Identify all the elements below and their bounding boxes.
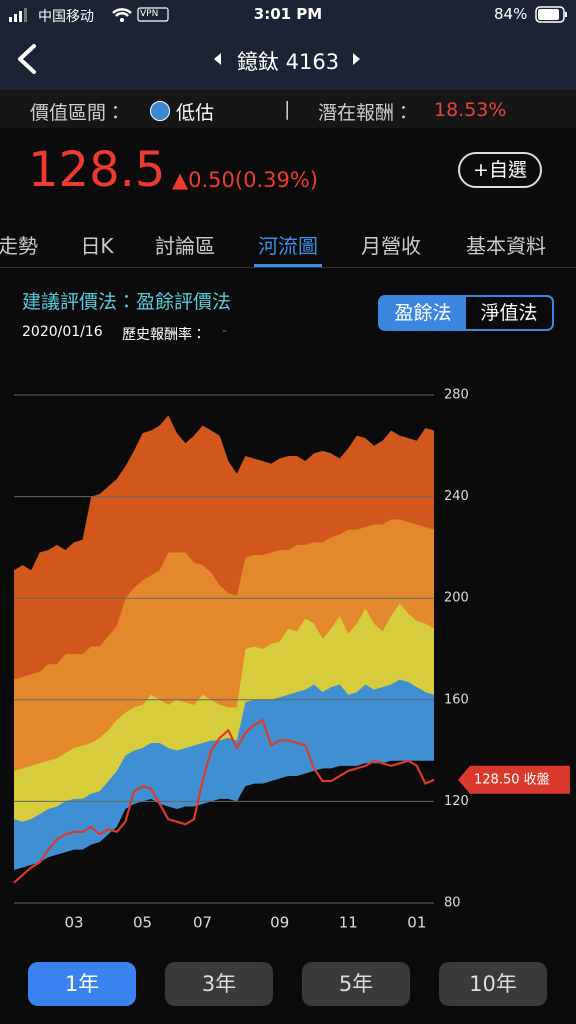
watch-button[interactable]: +自選 [458, 152, 542, 188]
method-title: 建議評價法：盈餘評價法 [22, 291, 232, 313]
toggle-option[interactable]: 盈餘法 [380, 297, 466, 329]
price-line [13, 719, 435, 884]
y-tick-label: 80 [444, 896, 461, 911]
prev[interactable] [214, 53, 221, 65]
y-tick-label: 200 [444, 591, 469, 606]
nav-icons [18, 44, 360, 74]
tab[interactable]: 走勢 [0, 234, 38, 258]
tab[interactable]: 月營收 [361, 234, 421, 258]
separator: | [284, 98, 291, 120]
x-tick-label: 03 [64, 914, 83, 932]
battery: 84% [494, 5, 528, 23]
toggle-option[interactable]: 淨值法 [480, 302, 538, 324]
period-button[interactable]: 3年 [165, 962, 273, 1006]
river-band [14, 760, 434, 903]
status-icons [9, 6, 567, 23]
x-tick-label: 07 [193, 914, 212, 932]
price-change: ▲0.50(0.39%) [172, 168, 319, 192]
valuation-label: 價值區間： [30, 102, 126, 124]
return-value: 18.53% [434, 99, 507, 121]
price: 128.5 [28, 142, 166, 198]
y-tick-label: 120 [444, 794, 469, 809]
valuation-status: 低估 [176, 102, 215, 124]
return-label: 潛在報酬： [318, 102, 414, 124]
valuation-bg [0, 90, 576, 128]
stock-title: 鐿鈦 4163 [236, 50, 340, 74]
tab[interactable]: 基本資料 [466, 234, 546, 258]
divider [0, 267, 576, 268]
header-bg [0, 0, 576, 90]
close-tag [458, 765, 570, 794]
x-tick-label: 05 [133, 914, 152, 932]
x-tick-label: 01 [407, 914, 426, 932]
tab-active[interactable]: 河流圖 [258, 234, 318, 258]
history-date: 2020/01/16 [22, 324, 103, 340]
period-button[interactable]: 10年 [439, 962, 547, 1006]
tab[interactable]: 日K [80, 234, 114, 258]
history-label: 歷史報酬率： [122, 327, 206, 343]
river-chart: 80 120 160 200 240 280 03 05 07 09 11 01 128.50 收盤 [13, 388, 570, 932]
carrier: 中国移动 [38, 9, 94, 25]
tab[interactable]: 討論區 [155, 234, 215, 258]
time: 3:01 PM [253, 5, 323, 23]
period-button[interactable]: 5年 [302, 962, 410, 1006]
period-button[interactable]: 1年 [28, 962, 136, 1006]
y-tick-label: 280 [444, 388, 469, 403]
method-toggle: 盈餘法 淨值法 [378, 295, 554, 331]
vpn: VPN [140, 9, 159, 19]
y-tick-label: 160 [444, 692, 469, 707]
y-tick-label: 240 [444, 489, 469, 504]
tab-underline [254, 264, 322, 267]
close-label: 128.50 收盤 [474, 772, 550, 787]
next[interactable] [353, 53, 360, 65]
x-tick-label: 11 [339, 914, 358, 932]
status-dot [150, 101, 170, 121]
history-value: - [222, 323, 228, 339]
back[interactable] [18, 44, 36, 74]
x-tick-label: 09 [270, 914, 289, 932]
